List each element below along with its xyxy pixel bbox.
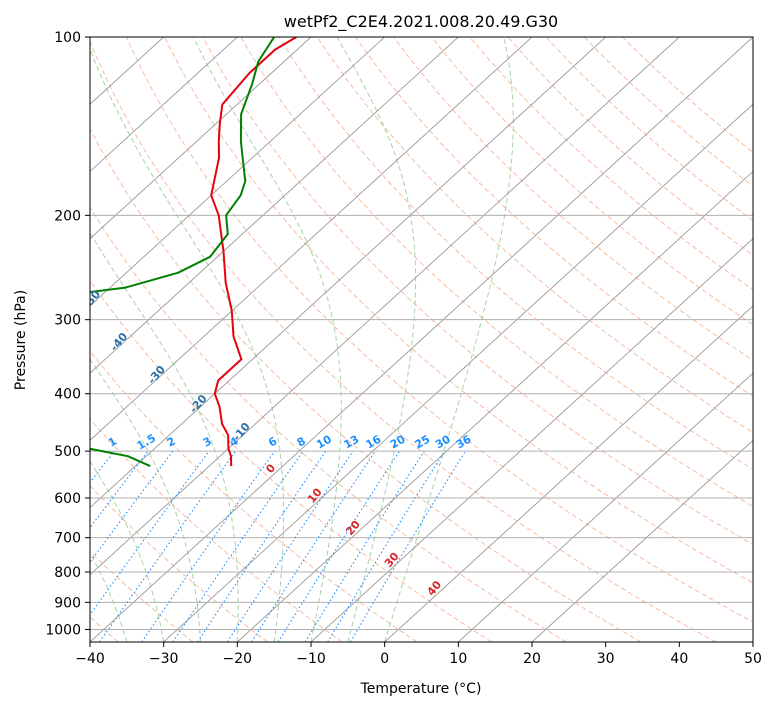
- y-tick-label: 900: [54, 595, 81, 611]
- y-tick-label: 500: [54, 444, 81, 460]
- x-tick-label: 30: [597, 651, 615, 667]
- x-tick-label: −30: [149, 651, 179, 667]
- y-tick-label: 400: [54, 387, 81, 403]
- y-tick-label: 200: [54, 208, 81, 224]
- x-tick-label: 10: [449, 651, 467, 667]
- x-tick-label: 40: [670, 651, 688, 667]
- y-tick-label: 300: [54, 313, 81, 329]
- y-axis-label: Pressure (hPa): [13, 290, 29, 390]
- y-tick-label: 600: [54, 491, 81, 507]
- x-tick-label: 50: [744, 651, 762, 667]
- x-tick-label: −40: [75, 651, 105, 667]
- x-tick-label: 0: [380, 651, 389, 667]
- x-tick-label: 20: [523, 651, 541, 667]
- y-tick-label: 1000: [45, 622, 81, 638]
- y-tick-label: 100: [54, 30, 81, 46]
- y-tick-label: 700: [54, 531, 81, 547]
- x-tick-label: −10: [296, 651, 326, 667]
- x-tick-label: −20: [223, 651, 253, 667]
- x-axis-label: Temperature (°C): [360, 681, 482, 697]
- chart-title: wetPf2_C2E4.2021.008.20.49.G30: [284, 12, 558, 32]
- y-tick-label: 800: [54, 565, 81, 581]
